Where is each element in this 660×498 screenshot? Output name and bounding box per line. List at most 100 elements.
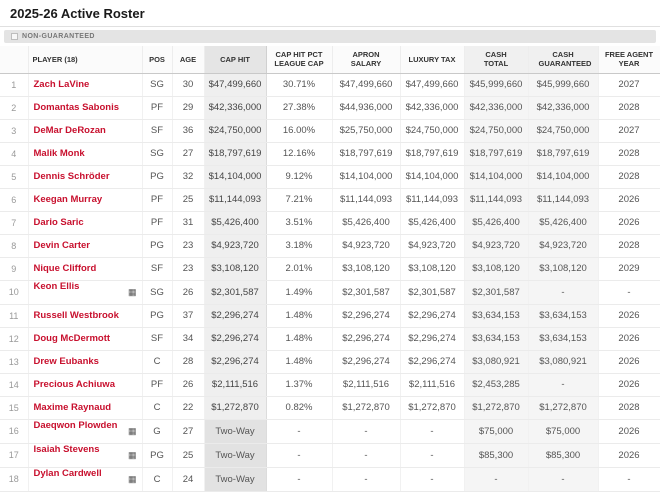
player-cell: Zach LaVine: [28, 73, 143, 97]
col-header-cash-total[interactable]: CASH TOTAL: [464, 46, 529, 74]
age-cell: 25: [172, 443, 205, 468]
row-number: 16: [0, 419, 29, 444]
cash-guaranteed-cell: $45,999,660: [528, 73, 599, 97]
pos-cell: PF: [142, 188, 173, 212]
player-cell: ▦ Isaiah Stevens: [28, 443, 143, 468]
luxury-tax-cell: $14,104,000: [400, 165, 465, 189]
cap-hit-cell: $14,104,000: [203, 165, 267, 189]
player-link[interactable]: Devin Carter: [33, 240, 91, 252]
apron-salary-cell: $47,499,660: [332, 73, 401, 97]
player-link[interactable]: Dario Saric: [33, 217, 84, 229]
pos-cell: PG: [142, 443, 173, 468]
roster-table-body: 1 Zach LaVine SG 30 $47,499,660 30.71% $47,499…: [0, 73, 660, 492]
col-header-pos[interactable]: POS: [142, 46, 173, 74]
player-link[interactable]: Zach LaVine: [33, 79, 90, 91]
pos-cell: PG: [142, 165, 173, 189]
player-link[interactable]: Keegan Murray: [33, 194, 103, 206]
row-number: 7: [0, 211, 29, 235]
free-agent-year-cell: 2028: [598, 396, 660, 420]
cap-hit-cell: $2,296,274: [203, 350, 267, 374]
apron-salary-cell: $25,750,000: [332, 119, 401, 143]
player-cell: Dario Saric: [28, 211, 143, 235]
luxury-tax-cell: $24,750,000: [400, 119, 465, 143]
cash-total-cell: $2,301,587: [464, 280, 529, 305]
cap-hit-cell: $2,296,274: [203, 327, 267, 351]
apron-salary-cell: $1,272,870: [332, 396, 401, 420]
player-link[interactable]: Russell Westbrook: [33, 310, 119, 322]
luxury-tax-cell: $2,111,516: [400, 373, 465, 397]
pos-cell: SF: [142, 257, 173, 281]
cap-hit-pct-cell: 1.37%: [266, 373, 333, 397]
cap-hit-cell: $47,499,660: [203, 73, 267, 97]
luxury-tax-cell: $2,296,274: [400, 304, 465, 328]
cap-hit-pct-cell: 27.38%: [266, 96, 333, 120]
cap-hit-cell: $24,750,000: [203, 119, 267, 143]
player-cell: Doug McDermott: [28, 327, 143, 351]
cash-guaranteed-cell: $4,923,720: [528, 234, 599, 258]
cash-total-cell: $4,923,720: [464, 234, 529, 258]
player-link[interactable]: Maxime Raynaud: [33, 402, 112, 414]
cap-hit-pct-cell: 0.82%: [266, 396, 333, 420]
table-row: 4 Malik Monk SG 27 $18,797,619 12.16% $18,797,…: [0, 142, 660, 166]
col-header-player[interactable]: PLAYER (18): [28, 46, 143, 74]
col-header-cash-guaranteed[interactable]: CASH GUARANTEED: [528, 46, 599, 74]
col-header-age[interactable]: AGE: [172, 46, 205, 74]
player-link[interactable]: Malik Monk: [33, 148, 85, 160]
player-link[interactable]: DeMar DeRozan: [33, 125, 106, 137]
pos-cell: PF: [142, 373, 173, 397]
cap-hit-cell: $3,108,120: [203, 257, 267, 281]
pos-cell: SF: [142, 327, 173, 351]
row-number: 13: [0, 350, 29, 374]
age-cell: 26: [172, 280, 205, 305]
player-link[interactable]: Isaiah Stevens: [33, 443, 100, 455]
player-link[interactable]: Precious Achiuwa: [33, 379, 115, 391]
cash-guaranteed-cell: -: [528, 280, 599, 305]
player-link[interactable]: Nique Clifford: [33, 263, 97, 275]
col-header-apron-salary[interactable]: APRON SALARY: [332, 46, 401, 74]
cash-total-cell: $3,634,153: [464, 304, 529, 328]
table-row: 16 ▦ Daeqwon Plowden G 27 Two-Way - - - $75,000 $7…: [0, 419, 660, 444]
free-agent-year-cell: -: [598, 467, 660, 492]
row-number: 18: [0, 467, 29, 492]
row-number: 3: [0, 119, 29, 143]
cap-hit-pct-cell: 9.12%: [266, 165, 333, 189]
table-row: 9 Nique Clifford SF 23 $3,108,120 2.01% $3,108…: [0, 257, 660, 281]
luxury-tax-cell: $47,499,660: [400, 73, 465, 97]
player-link[interactable]: Doug McDermott: [33, 333, 111, 345]
player-cell: Nique Clifford: [28, 257, 143, 281]
col-header-luxury-tax[interactable]: LUXURY TAX: [400, 46, 465, 74]
cash-guaranteed-cell: $1,272,870: [528, 396, 599, 420]
player-link[interactable]: Domantas Sabonis: [33, 102, 120, 114]
free-agent-year-cell: 2028: [598, 142, 660, 166]
free-agent-year-cell: 2029: [598, 257, 660, 281]
free-agent-year-cell: 2028: [598, 165, 660, 189]
player-cell: Maxime Raynaud: [28, 396, 143, 420]
cap-hit-pct-cell: 7.21%: [266, 188, 333, 212]
player-link[interactable]: Keon Ellis: [33, 280, 80, 292]
player-link[interactable]: Dennis Schröder: [33, 171, 110, 183]
row-number: 9: [0, 257, 29, 281]
player-link[interactable]: Drew Eubanks: [33, 356, 99, 368]
player-link[interactable]: Daeqwon Plowden: [33, 419, 118, 431]
col-header-cap-hit-pct[interactable]: CAP HIT PCT LEAGUE CAP: [266, 46, 333, 74]
luxury-tax-cell: -: [400, 467, 465, 492]
free-agent-year-cell: 2026: [598, 327, 660, 351]
player-cell: ▦ Keon Ellis: [28, 280, 143, 305]
player-cell: Domantas Sabonis: [28, 96, 143, 120]
table-row: 12 Doug McDermott SF 34 $2,296,274 1.48% $2,29…: [0, 327, 660, 351]
apron-salary-cell: $14,104,000: [332, 165, 401, 189]
age-cell: 23: [172, 234, 205, 258]
table-row: 5 Dennis Schröder PG 32 $14,104,000 9.12% $14,…: [0, 165, 660, 189]
col-header-cap-hit[interactable]: CAP HIT: [203, 46, 267, 74]
player-link[interactable]: Dylan Cardwell: [33, 467, 102, 479]
legend-label: NON-GUARANTEED: [22, 33, 95, 40]
row-number: 10: [0, 280, 29, 305]
col-header-free-agent-year[interactable]: FREE AGENT YEAR: [598, 46, 660, 74]
contract-badge-icon: ▦: [127, 449, 137, 460]
cash-guaranteed-cell: $11,144,093: [528, 188, 599, 212]
table-row: 17 ▦ Isaiah Stevens PG 25 Two-Way - - - $85,300 $8…: [0, 443, 660, 468]
cash-total-cell: $3,108,120: [464, 257, 529, 281]
apron-salary-cell: -: [332, 419, 401, 444]
pos-cell: SG: [142, 280, 173, 305]
cash-total-cell: $18,797,619: [464, 142, 529, 166]
